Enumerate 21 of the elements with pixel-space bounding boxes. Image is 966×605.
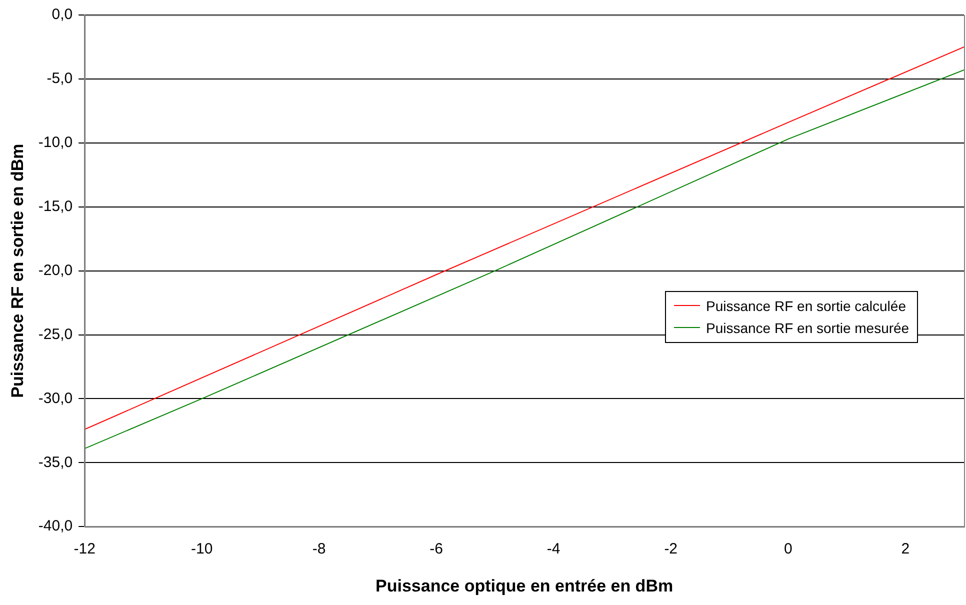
y-tick-label: -15,0 (38, 198, 73, 215)
x-tick-label: 2 (901, 540, 910, 558)
x-tick-label: -10 (191, 540, 213, 558)
legend-label: Puissance RF en sortie calculée (706, 298, 906, 314)
y-tick-label: -40,0 (38, 518, 73, 535)
x-tick-label: 0 (784, 540, 792, 558)
y-tick-label: -35,0 (38, 454, 73, 471)
y-tick-label: 0,0 (52, 6, 73, 24)
y-tick-label: -25,0 (38, 326, 73, 343)
y-tick-label: -30,0 (38, 390, 73, 407)
x-tick-label: -4 (546, 540, 560, 558)
x-tick-label: -8 (312, 540, 326, 558)
legend-label: Puissance RF en sortie mesurée (706, 320, 910, 336)
y-tick-label: -10,0 (38, 134, 73, 152)
x-tick-label: -6 (430, 540, 444, 558)
x-axis-title: Puissance optique en entrée en dBm (376, 576, 674, 596)
x-tick-label: -2 (664, 540, 678, 558)
x-tick-label: -12 (74, 540, 96, 558)
y-tick-label: -20,0 (38, 262, 73, 279)
y-tick-label: -5,0 (46, 70, 73, 88)
y-axis-title: Puissance RF en sortie en dBm (8, 144, 27, 398)
